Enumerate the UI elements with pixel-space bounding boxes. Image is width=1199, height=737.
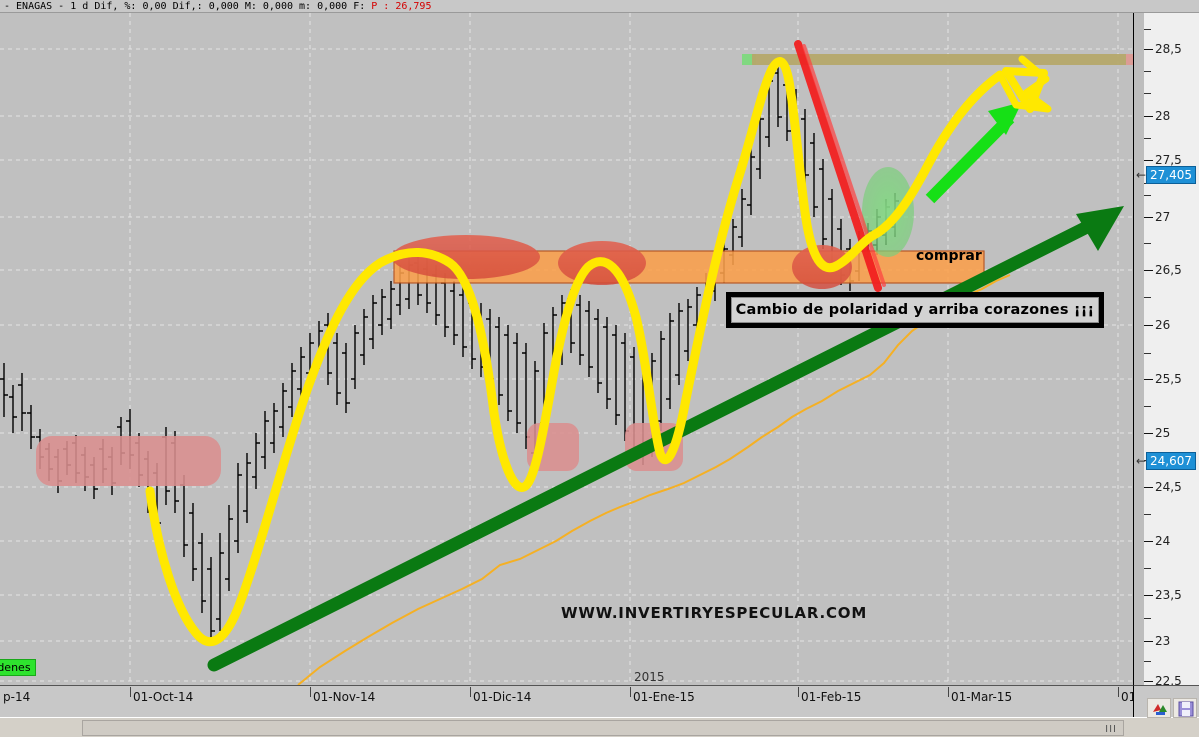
moving-average-line: [297, 274, 1011, 685]
top-resistance-band: [742, 54, 1133, 65]
date-label: p-14: [3, 690, 31, 704]
chart-stats-label: Dif, %: 0,00 Dif,: 0,000 M: 0,000 m: 0,0…: [94, 1, 372, 12]
price-label: 25: [1155, 426, 1171, 440]
price-tick-minor: [1144, 93, 1151, 94]
date-label: 01-Oct-14: [133, 690, 194, 704]
price-tick-major: [1144, 433, 1153, 434]
last-price-label: P : 26,795: [371, 1, 432, 12]
date-tick: [470, 687, 471, 697]
price-tick-major: [1144, 217, 1153, 218]
forecast-arrowhead: [1002, 67, 1048, 113]
price-tag-secondary[interactable]: ← 24,607: [1136, 452, 1196, 470]
price-label: 24: [1155, 534, 1171, 548]
date-label: 01-Feb-15: [801, 690, 862, 704]
chart-title-bar: - ENAGAS - 1 d Dif, %: 0,00 Dif,: 0,000 …: [0, 0, 1199, 13]
date-tick: [310, 687, 311, 697]
price-label: 24,5: [1155, 480, 1182, 494]
price-tick-major: [1144, 595, 1153, 596]
breakout-arrow: [925, 102, 1022, 204]
colors-icon-button[interactable]: [1147, 698, 1171, 718]
date-label: 01-Mar-15: [951, 690, 1013, 704]
orders-tab[interactable]: rdenes: [0, 659, 36, 676]
save-icon: [1178, 701, 1194, 717]
price-tick-minor: [1144, 138, 1151, 139]
price-tick-major: [1144, 541, 1153, 542]
resize-grip-icon[interactable]: III: [1105, 724, 1117, 735]
date-tick: [1118, 687, 1119, 697]
price-tick-major: [1144, 116, 1153, 117]
save-icon-button[interactable]: [1173, 698, 1197, 718]
status-strip: III: [82, 720, 1124, 736]
price-tag-arrow-icon: ←: [1136, 168, 1147, 182]
price-tick-minor: [1144, 406, 1151, 407]
price-tick-major: [1144, 681, 1153, 682]
price-label: 23,5: [1155, 588, 1182, 602]
price-tag-current[interactable]: ← 27,405: [1136, 166, 1196, 184]
price-tick-minor: [1144, 71, 1151, 72]
year-marker-label: 2015: [634, 670, 665, 684]
date-tick: [130, 687, 131, 697]
chart-canvas: [0, 13, 1133, 685]
price-tag-arrow-icon: ←: [1136, 454, 1147, 468]
chart-plot-area[interactable]: comprar WWW.INVERTIRYESPECULAR.COM Cambi…: [0, 13, 1133, 685]
date-tick: [948, 687, 949, 697]
date-label: 01-Ene-15: [633, 690, 695, 704]
price-tick-minor: [1144, 568, 1151, 569]
price-label: 27,5: [1155, 153, 1182, 167]
date-axis[interactable]: p-14 01-Oct-14 01-Nov-14 01-Dic-14 01-En…: [0, 685, 1137, 717]
note-inner-panel: Cambio de polaridad y arriba corazones ¡…: [731, 297, 1099, 323]
polarity-note-box[interactable]: Cambio de polaridad y arriba corazones ¡…: [726, 292, 1104, 328]
price-tick-minor: [1144, 618, 1151, 619]
price-label: 26: [1155, 318, 1171, 332]
price-tick-major: [1144, 487, 1153, 488]
price-label: 28: [1155, 109, 1171, 123]
watermark-label: WWW.INVERTIRYESPECULAR.COM: [561, 604, 868, 622]
bottom-toolbar: III: [0, 717, 1199, 737]
price-tick-minor: [1144, 514, 1151, 515]
colors-icon: [1153, 704, 1167, 715]
date-label: 01: [1121, 690, 1137, 704]
price-tick-minor: [1144, 243, 1151, 244]
price-tick-major: [1144, 160, 1153, 161]
price-tick-minor: [1144, 661, 1151, 662]
price-tick-major: [1144, 325, 1153, 326]
price-label: 22,5: [1155, 674, 1182, 688]
price-tick-minor: [1144, 353, 1151, 354]
price-bars: [0, 63, 899, 641]
price-tag-value: 24,607: [1150, 454, 1192, 468]
date-tick: [630, 687, 631, 697]
date-label: 01-Nov-14: [313, 690, 376, 704]
date-tick: [798, 687, 799, 697]
price-axis[interactable]: 28,5 28 27,5 27 26,5 26 25,5 25 24,5 24 …: [1133, 13, 1199, 688]
price-label: 23: [1155, 634, 1171, 648]
price-tick-major: [1144, 379, 1153, 380]
price-tick-major: [1144, 641, 1153, 642]
chart-gridlines: [0, 13, 1133, 685]
buy-label: comprar: [916, 248, 982, 264]
instrument-label: - ENAGAS - 1 d: [4, 1, 95, 12]
price-label: 27: [1155, 210, 1171, 224]
price-label: 28,5: [1155, 42, 1182, 56]
price-tick-minor: [1144, 29, 1151, 30]
price-axis-band: [1134, 13, 1144, 685]
note-text: Cambio de polaridad y arriba corazones ¡…: [735, 302, 1095, 318]
price-tick-minor: [1144, 297, 1151, 298]
price-tick-major: [1144, 49, 1153, 50]
price-tick-minor: [1144, 195, 1151, 196]
forecast-path: [145, 55, 1052, 647]
price-tag-value: 27,405: [1150, 168, 1192, 182]
price-label: 25,5: [1155, 372, 1182, 386]
date-label: 01-Dic-14: [473, 690, 532, 704]
price-label: 26,5: [1155, 263, 1182, 277]
price-tick-major: [1144, 270, 1153, 271]
